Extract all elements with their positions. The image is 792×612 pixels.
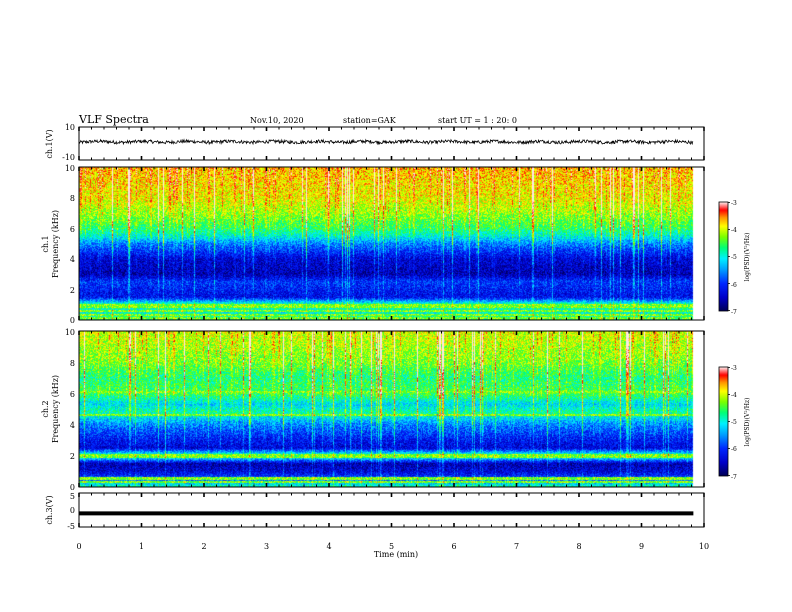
time-axis-tick-label: 6: [451, 542, 456, 551]
ch1-waveform-ticks: [78, 127, 705, 160]
ch1-freq-tick-6: 6: [70, 225, 75, 234]
ch1-ylabel: ch.1(V): [45, 129, 54, 158]
ch2-spectrogram-image: [79, 331, 704, 487]
date-label: Nov.10, 2020: [250, 116, 304, 125]
start-time-label: start UT = 1 : 20: 0: [438, 116, 517, 125]
ch2-cbar-tick: -6: [731, 446, 737, 453]
ch1-spectrogram-channel-label: ch.1: [41, 235, 50, 252]
time-axis-tick-label: 4: [326, 542, 331, 551]
ch2-freq-tick-8: 8: [70, 359, 75, 368]
ch2-spectrogram-ticks: [78, 331, 705, 487]
ch1-spectrogram-image: [79, 167, 704, 320]
ch3-waveform-panel: 5 0 -5 ch.3(V): [45, 492, 705, 531]
ch1-freq-tick-4: 4: [70, 255, 75, 264]
ch2-freq-tick-0: 0: [70, 483, 75, 492]
ch1-ytick-bottom: -10: [62, 153, 75, 162]
ch1-ytick-top: 10: [65, 123, 75, 132]
ch2-freq-tick-4: 4: [70, 421, 75, 430]
time-axis-tick-label: 8: [576, 542, 581, 551]
ch3-waveform-frame: [78, 492, 705, 528]
figure-title: VLF Spectra: [78, 113, 149, 126]
ch1-colorbar-gradient: [719, 202, 728, 311]
ch2-colorbar-label: log(PSD)(V²/Hz): [744, 398, 751, 447]
ch2-cbar-tick: -3: [731, 365, 737, 372]
ch1-colorbar-label: log(PSD)(V²/Hz): [744, 233, 751, 282]
ch1-spectrogram-ticks: [78, 167, 705, 320]
time-axis-tick-label: 0: [76, 542, 81, 551]
ch1-cbar-tick: -5: [731, 254, 737, 261]
time-axis-tick-label: 10: [699, 542, 709, 551]
ch3-ytick-mid: 0: [70, 506, 75, 515]
ch1-spectrogram-panel: 0 2 4 6 8 10 ch.1 Frequency (kHz): [41, 164, 705, 325]
time-axis-tick-label: 5: [389, 542, 394, 551]
ch2-colorbar: -3 -4 -5 -6 -7 log(PSD)(V²/Hz): [718, 365, 751, 481]
ch1-cbar-tick: -4: [731, 227, 737, 234]
ch1-cbar-tick: -3: [731, 200, 737, 207]
ch2-spectrogram-ylabel: Frequency (kHz): [51, 375, 60, 443]
ch3-ylabel: ch.3(V): [45, 495, 54, 524]
ch1-freq-tick-0: 0: [70, 316, 75, 325]
time-axis-tick-label: 9: [639, 542, 644, 551]
time-axis-tick-label: 1: [139, 542, 144, 551]
time-axis-tick-labels: 0 1 2 3 4 5 6 7 8 9 10: [76, 542, 709, 551]
ch2-freq-tick-10: 10: [65, 328, 75, 337]
ch1-waveform-line: [78, 138, 694, 146]
ch2-cbar-tick: -7: [731, 474, 737, 481]
time-axis-label: Time (min): [374, 550, 418, 559]
ch1-colorbar-ticks: [728, 202, 730, 311]
ch3-waveform-ticks: [78, 493, 705, 527]
ch2-cbar-tick: -4: [731, 392, 737, 399]
ch1-freq-tick-10: 10: [65, 164, 75, 173]
ch1-freq-tick-8: 8: [70, 194, 75, 203]
ch3-ytick-bottom: -5: [67, 522, 75, 531]
ch2-freq-tick-2: 2: [70, 452, 75, 461]
ch2-freq-tick-6: 6: [70, 390, 75, 399]
time-axis-tick-label: 7: [514, 542, 519, 551]
ch2-colorbar-gradient: [719, 367, 728, 476]
ch1-cbar-tick: -6: [731, 282, 737, 289]
ch1-colorbar: -3 -4 -5 -6 -7 log(PSD)(V²/Hz): [718, 200, 751, 316]
ch1-spectrogram-ylabel: Frequency (kHz): [51, 210, 60, 278]
time-axis-tick-label: 2: [201, 542, 206, 551]
ch1-waveform-panel: 10 -10 ch.1(V): [45, 123, 705, 162]
station-label: station=GAK: [343, 116, 397, 125]
ch3-ytick-top: 5: [70, 492, 75, 501]
ch2-cbar-tick: -5: [731, 419, 737, 426]
ch1-cbar-tick: -7: [731, 309, 737, 316]
ch2-spectrogram-panel: 0 2 4 6 8 10 ch.2 Frequency (kHz): [41, 328, 705, 492]
ch2-spectrogram-channel-label: ch.2: [41, 400, 50, 417]
time-axis-tick-label: 3: [264, 542, 269, 551]
ch2-colorbar-ticks: [728, 367, 730, 476]
ch1-freq-tick-2: 2: [70, 286, 75, 295]
